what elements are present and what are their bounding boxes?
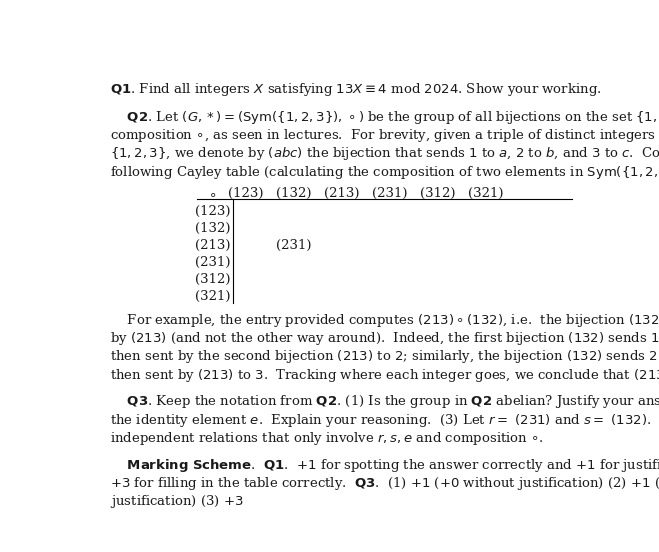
Text: (132): (132): [276, 187, 312, 200]
Text: (231): (231): [276, 240, 312, 252]
Text: (213): (213): [324, 187, 360, 200]
Text: the identity element $e$.  Explain your reasoning.  (3) Let $r =$ $(231)$ and $s: the identity element $e$. Explain your r…: [111, 412, 659, 429]
Text: composition $\circ$, as seen in lectures.  For brevity, given a triple of distin: composition $\circ$, as seen in lectures…: [111, 127, 659, 144]
Text: (231): (231): [195, 257, 231, 269]
Text: $\mathbf{Marking\ Scheme}$.  $\mathbf{Q1}$.  $+1$ for spotting the answer correc: $\mathbf{Marking\ Scheme}$. $\mathbf{Q1}…: [111, 457, 659, 474]
Text: (312): (312): [195, 273, 231, 286]
Text: justification) (3) $+3$: justification) (3) $+3$: [111, 493, 244, 510]
Text: (123): (123): [228, 187, 264, 200]
Text: then sent by the second bijection $(213)$ to $2$; similarly, the bijection $(132: then sent by the second bijection $(213)…: [111, 348, 659, 365]
Text: $\mathbf{Q2}$. Let $(G, *) = (\mathrm{Sym}(\{1,2,3\}), \circ)$ be the group of a: $\mathbf{Q2}$. Let $(G, *) = (\mathrm{Sy…: [111, 109, 659, 126]
Text: For example, the entry provided computes $(213) \circ (132)$, i.e.  the bijectio: For example, the entry provided computes…: [111, 312, 659, 329]
Text: (132): (132): [195, 222, 231, 236]
Text: (231): (231): [372, 187, 407, 200]
Text: following Cayley table (calculating the composition of two elements in $\mathrm{: following Cayley table (calculating the …: [111, 163, 659, 181]
Text: (321): (321): [195, 290, 231, 304]
Text: $\{1,2,3\}$, we denote by $(abc)$ the bijection that sends $1$ to $a$, $2$ to $b: $\{1,2,3\}$, we denote by $(abc)$ the bi…: [111, 145, 659, 162]
Text: then sent by $(213)$ to $3$.  Tracking where each integer goes, we conclude that: then sent by $(213)$ to $3$. Tracking wh…: [111, 367, 659, 384]
Text: $\circ$: $\circ$: [208, 187, 215, 200]
Text: (213): (213): [195, 240, 231, 252]
Text: $\mathbf{Q3}$. Keep the notation from $\mathbf{Q2}$. (1) Is the group in $\mathb: $\mathbf{Q3}$. Keep the notation from $\…: [111, 394, 659, 411]
Text: (312): (312): [420, 187, 455, 200]
Text: (321): (321): [468, 187, 503, 200]
Text: independent relations that only involve $r, s, e$ and composition $\circ$.: independent relations that only involve …: [111, 430, 544, 447]
Text: $+3$ for filling in the table correctly.  $\mathbf{Q3}$.  (1) $+1$ ($+0$ without: $+3$ for filling in the table correctly.…: [111, 475, 659, 492]
Text: (123): (123): [195, 205, 231, 219]
Text: by $(213)$ (and not the other way around).  Indeed, the first bijection $(132)$ : by $(213)$ (and not the other way around…: [111, 330, 659, 347]
Text: $\mathbf{Q1}$. Find all integers $X$ satisfying $13X \equiv 4$ mod $2024$. Show : $\mathbf{Q1}$. Find all integers $X$ sat…: [111, 81, 602, 98]
